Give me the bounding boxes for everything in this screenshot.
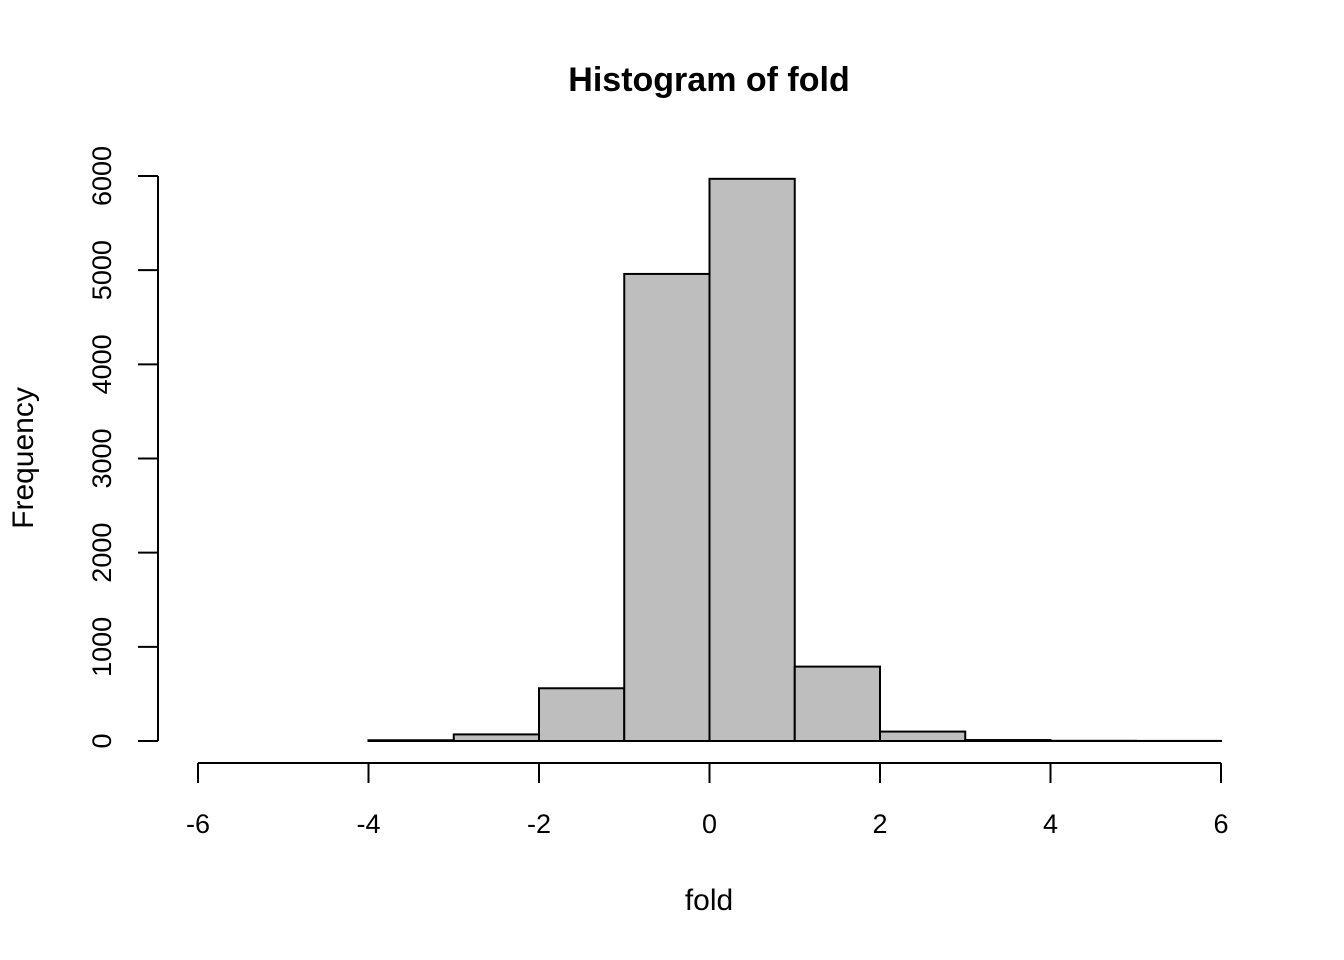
histogram-bar-5 <box>623 272 711 742</box>
chart-title: Histogram of fold <box>568 61 849 99</box>
histogram-bar-7 <box>793 665 881 743</box>
histogram-bar-9 <box>964 739 1052 743</box>
y-tick-label-3: 3000 <box>87 428 117 488</box>
x-tick-label-3: 0 <box>702 809 717 839</box>
y-tick-label-6: 6000 <box>87 146 117 206</box>
y-axis-label: Frequency <box>7 387 40 529</box>
y-tick-label-1: 1000 <box>87 617 117 677</box>
histogram-bar-6 <box>708 177 796 742</box>
bars-group <box>367 177 1222 743</box>
x-tick-label-0: -6 <box>186 809 210 839</box>
histogram-bar-2 <box>367 739 455 742</box>
x-tick-label-5: 4 <box>1043 809 1058 839</box>
x-tick-label-2: -2 <box>527 809 551 839</box>
y-tick-label-4: 4000 <box>87 334 117 394</box>
x-tick-label-4: 2 <box>872 809 887 839</box>
y-tick-label-5: 5000 <box>87 240 117 300</box>
y-axis-ticks: 0 1000 2000 3000 4000 5000 6000 <box>87 146 158 749</box>
x-axis-ticks: -6 -4 -2 0 2 4 6 <box>186 763 1229 839</box>
histogram-bar-3 <box>452 733 540 742</box>
y-tick-label-2: 2000 <box>87 523 117 583</box>
x-tick-label-6: 6 <box>1213 809 1228 839</box>
y-tick-label-0: 0 <box>87 733 117 748</box>
x-axis-label: fold <box>685 884 733 917</box>
histogram-bar-4 <box>538 687 626 742</box>
x-tick-label-1: -4 <box>356 809 380 839</box>
histogram-bar-8 <box>879 730 967 742</box>
